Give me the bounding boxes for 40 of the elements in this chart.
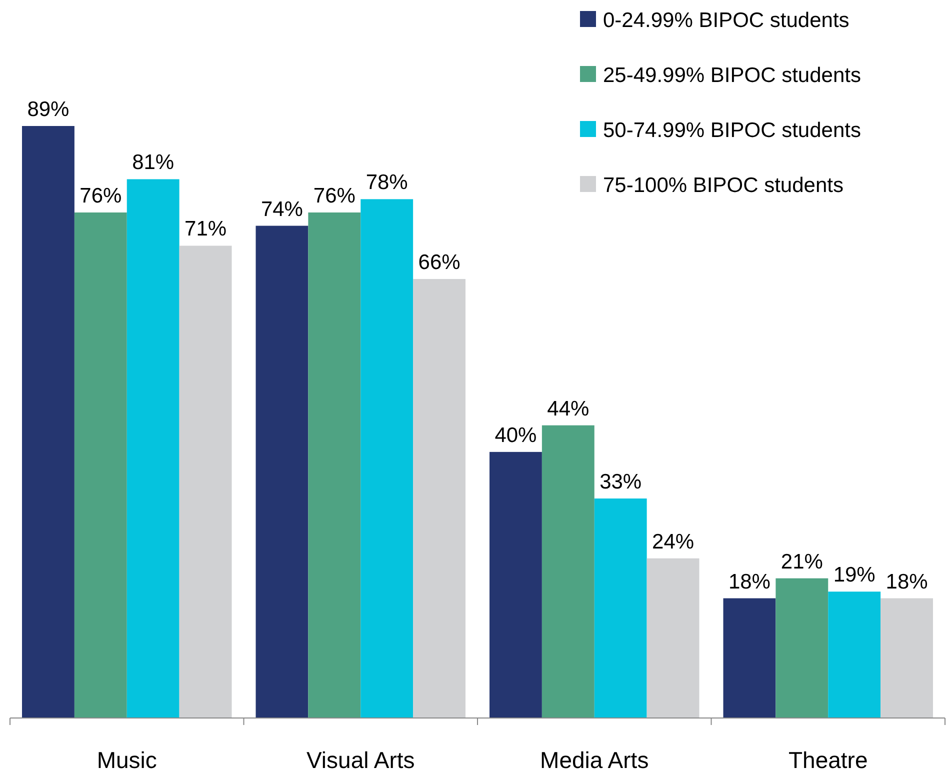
bar: [594, 498, 647, 718]
x-tick-label: Visual Arts: [306, 747, 415, 773]
data-label: 89%: [27, 98, 70, 121]
bar: [490, 452, 542, 718]
bar: [22, 126, 74, 718]
bar: [126, 179, 180, 718]
data-label: 40%: [494, 424, 537, 447]
x-tick-label: Media Arts: [540, 747, 649, 773]
bar: [74, 212, 127, 718]
bar: [179, 246, 232, 718]
bar: [308, 212, 361, 718]
data-label: 21%: [780, 550, 823, 574]
data-label: 76%: [313, 184, 356, 208]
data-label: 81%: [132, 151, 174, 174]
legend-label: 50-74.99% BIPOC students: [603, 119, 861, 142]
data-label: 44%: [547, 397, 590, 420]
data-label: 18%: [886, 570, 928, 594]
data-label: 33%: [600, 470, 642, 494]
legend-label: 0-24.99% BIPOC students: [603, 9, 850, 32]
bar: [256, 226, 308, 718]
data-label: 76%: [80, 184, 122, 208]
bar: [723, 598, 776, 718]
data-label: 74%: [260, 198, 303, 221]
legend-label: 75-100% BIPOC students: [603, 174, 844, 197]
legend-label: 25-49.99% BIPOC students: [603, 64, 861, 87]
data-label: 24%: [652, 530, 694, 554]
bar: [360, 199, 414, 718]
data-label: 78%: [366, 171, 408, 194]
data-label: 71%: [184, 218, 227, 241]
bar: [646, 558, 700, 718]
x-tick-label: Theatre: [788, 747, 868, 773]
bar: [828, 592, 881, 718]
bar: [542, 425, 594, 718]
data-label: 18%: [728, 570, 770, 594]
bar: [776, 578, 828, 718]
bar: [880, 598, 933, 718]
x-tick-label: Music: [96, 747, 157, 773]
data-label: 19%: [833, 564, 876, 587]
bar: [413, 278, 466, 718]
data-label: 66%: [418, 250, 460, 274]
